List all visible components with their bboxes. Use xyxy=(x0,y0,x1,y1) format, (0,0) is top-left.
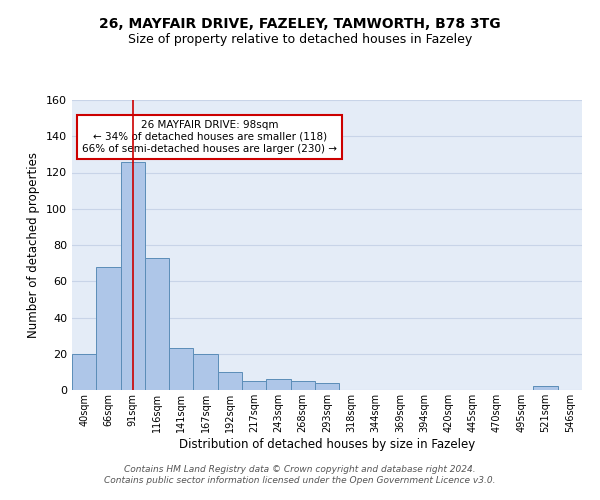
Bar xyxy=(193,354,218,390)
Text: 26, MAYFAIR DRIVE, FAZELEY, TAMWORTH, B78 3TG: 26, MAYFAIR DRIVE, FAZELEY, TAMWORTH, B7… xyxy=(99,18,501,32)
Text: Contains public sector information licensed under the Open Government Licence v3: Contains public sector information licen… xyxy=(104,476,496,485)
Bar xyxy=(169,348,193,390)
Bar xyxy=(96,267,121,390)
Text: Size of property relative to detached houses in Fazeley: Size of property relative to detached ho… xyxy=(128,32,472,46)
Bar xyxy=(315,383,339,390)
Y-axis label: Number of detached properties: Number of detached properties xyxy=(28,152,40,338)
Bar xyxy=(533,386,558,390)
Bar xyxy=(121,162,145,390)
Text: 26 MAYFAIR DRIVE: 98sqm
← 34% of detached houses are smaller (118)
66% of semi-d: 26 MAYFAIR DRIVE: 98sqm ← 34% of detache… xyxy=(82,120,337,154)
Text: Contains HM Land Registry data © Crown copyright and database right 2024.: Contains HM Land Registry data © Crown c… xyxy=(124,465,476,474)
Bar xyxy=(72,354,96,390)
Bar xyxy=(145,258,169,390)
Bar xyxy=(242,381,266,390)
Bar xyxy=(218,372,242,390)
X-axis label: Distribution of detached houses by size in Fazeley: Distribution of detached houses by size … xyxy=(179,438,475,450)
Bar xyxy=(266,379,290,390)
Bar xyxy=(290,381,315,390)
